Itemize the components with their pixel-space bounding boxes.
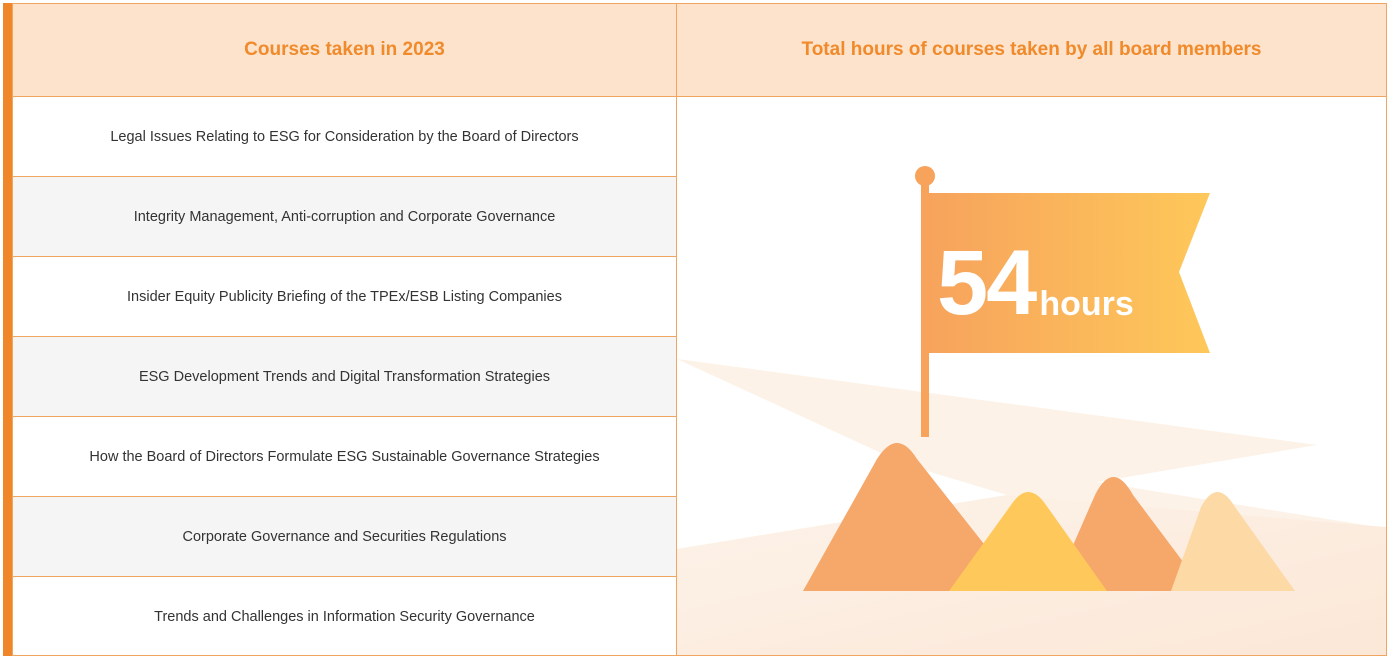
- courses-list: Legal Issues Relating to ESG for Conside…: [13, 97, 676, 657]
- course-row: How the Board of Directors Formulate ESG…: [13, 417, 676, 497]
- flag-pole-knob: [915, 166, 935, 186]
- courses-table: Courses taken in 2023 Total hours of cou…: [12, 3, 1387, 656]
- total-hours-unit: hours: [1039, 285, 1134, 323]
- mountain-large: [803, 443, 1021, 591]
- flag-mountains-graphic: [677, 166, 1386, 655]
- left-accent-bar: [3, 3, 12, 656]
- course-row: Trends and Challenges in Information Sec…: [154, 609, 535, 625]
- flag-shape: [929, 193, 1210, 353]
- mountain-right: [1053, 477, 1205, 591]
- flag-pole: [921, 177, 929, 437]
- course-row: Corporate Governance and Securities Regu…: [13, 497, 676, 577]
- total-hours-illustration: 54 hours: [677, 97, 1386, 655]
- total-hours-value: 54: [937, 232, 1037, 334]
- courses-column-header: Courses taken in 2023: [244, 39, 445, 60]
- mountain-small: [949, 492, 1107, 591]
- course-row: ESG Development Trends and Digital Trans…: [13, 337, 676, 417]
- total-hours-display: 54 hours: [937, 219, 1207, 329]
- course-row: Legal Issues Relating to ESG for Conside…: [13, 97, 676, 177]
- course-row: Insider Equity Publicity Briefing of the…: [13, 257, 676, 337]
- table-header: Courses taken in 2023 Total hours of cou…: [13, 4, 1386, 97]
- column-divider: [676, 4, 677, 655]
- total-hours-column-header: Total hours of courses taken by all boar…: [801, 39, 1262, 60]
- mountain-far-right: [1171, 492, 1295, 591]
- course-row: Integrity Management, Anti-corruption an…: [13, 177, 676, 257]
